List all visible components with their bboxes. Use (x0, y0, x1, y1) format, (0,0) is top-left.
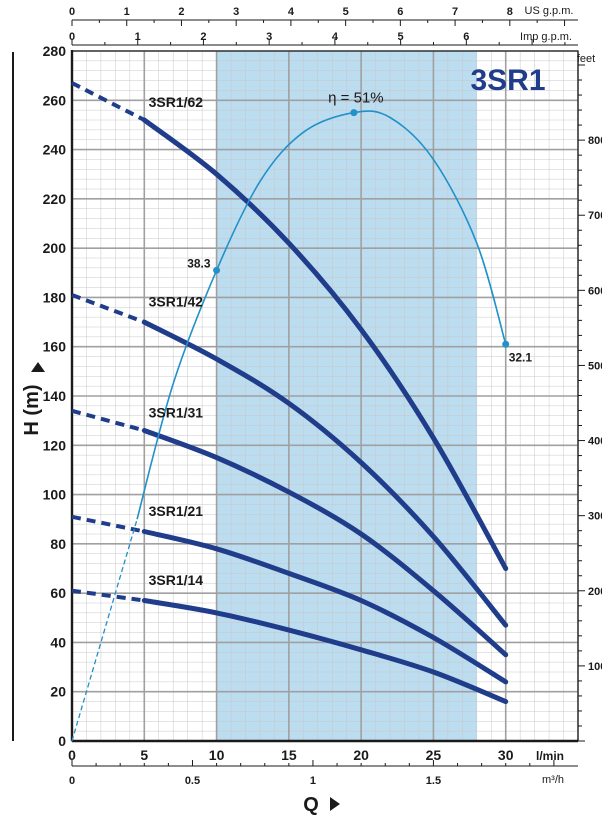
x-tick-label: 30 (498, 747, 514, 763)
feet-tick-label: 700 (588, 210, 602, 222)
m3h-unit-label: m³/h (542, 774, 564, 786)
us-gpm-tick-label: 3 (233, 6, 239, 18)
imp-gpm-tick-label: 4 (332, 31, 339, 43)
x-axis-title: Q (303, 794, 319, 816)
efficiency-layer (71, 109, 510, 742)
grid-layer (71, 50, 579, 742)
y-axis-title: H (m) (21, 384, 43, 435)
y-tick-label: 260 (43, 92, 67, 108)
feet-tick-label: 100 (588, 661, 602, 673)
y-tick-label: 140 (43, 388, 67, 404)
axes-layer: 0204060801001201401601802002202402602800… (12, 5, 602, 816)
x-tick-label: 5 (140, 747, 148, 763)
efficiency-marker-label: 38.3 (187, 256, 211, 270)
feet-tick-label: 600 (588, 285, 602, 297)
imp-gpm-tick-label: 2 (200, 31, 206, 43)
us-gpm-tick-label: 1 (124, 6, 130, 18)
imp-gpm-tick-label: 1 (135, 31, 141, 43)
y-tick-label: 220 (43, 191, 67, 207)
us-gpm-tick-label: 8 (507, 6, 513, 18)
imp-gpm-tick-label: 3 (266, 31, 272, 43)
feet-tick-label: 800 (588, 135, 602, 147)
x-axis-arrow-icon (330, 797, 340, 811)
y-tick-label: 40 (50, 634, 66, 650)
curve-label-3sr1-31: 3SR1/31 (149, 405, 204, 421)
imp-gpm-tick-label: 5 (398, 31, 404, 43)
us-gpm-unit-label: US g.p.m. (525, 5, 574, 17)
x-tick-label: 15 (281, 747, 297, 763)
y-tick-label: 80 (50, 536, 66, 552)
y-tick-label: 120 (43, 437, 67, 453)
curve-3sr1-42 (141, 319, 509, 628)
efficiency-peak-label: η = 51% (328, 90, 383, 107)
efficiency-marker (502, 340, 510, 348)
feet-unit-label: feet (577, 53, 595, 65)
curve-3sr1-62 (141, 117, 509, 571)
y-tick-label: 60 (50, 585, 66, 601)
feet-tick-label: 500 (588, 360, 602, 372)
curve-label-3sr1-42: 3SR1/42 (149, 294, 204, 310)
feet-tick-label: 300 (588, 511, 602, 523)
m3h-tick-label: 1 (310, 775, 316, 787)
y-tick-label: 200 (43, 240, 67, 256)
curve-label-3sr1-21: 3SR1/21 (149, 503, 204, 519)
curve-3sr1-42-extrapolated (71, 293, 145, 324)
curve-3sr1-14 (141, 598, 509, 705)
curve-3sr1-21-extrapolated (71, 514, 145, 534)
curve-3sr1-62-extrapolated (71, 81, 146, 122)
us-gpm-tick-label: 0 (69, 6, 75, 18)
y-tick-label: 240 (43, 142, 67, 158)
feet-tick-label: 400 (588, 436, 602, 448)
imp-gpm-tick-label: 0 (69, 31, 75, 43)
y-tick-label: 0 (58, 733, 66, 749)
curve-3sr1-31 (141, 428, 509, 658)
y-axis-arrow-icon (31, 362, 45, 372)
efficiency-curve (136, 110, 507, 520)
curves-layer (71, 81, 509, 705)
y-tick-label: 100 (43, 487, 67, 503)
curve-3sr1-14-extrapolated (71, 588, 145, 603)
efficiency-marker (350, 109, 358, 117)
m3h-tick-label: 1.5 (426, 775, 441, 787)
labels-layer: 3SR1/62 3SR1/42 3SR1/31 3SR1/21 3SR1/14 38.3 3… (149, 64, 546, 588)
y-tick-label: 280 (43, 43, 67, 59)
x-tick-label: 0 (68, 747, 76, 763)
efficiency-marker-label: 32.1 (509, 350, 533, 364)
imp-gpm-unit-label: Imp g.p.m. (520, 31, 572, 43)
us-gpm-tick-label: 5 (343, 6, 349, 18)
x-tick-label: 25 (426, 747, 442, 763)
x-tick-label: 10 (209, 747, 225, 763)
us-gpm-tick-label: 4 (288, 6, 295, 18)
curve-label-3sr1-62: 3SR1/62 (149, 94, 204, 110)
us-gpm-tick-label: 7 (452, 6, 458, 18)
y-tick-label: 20 (50, 684, 66, 700)
m3h-tick-label: 0 (69, 775, 75, 787)
m3h-tick-label: 0.5 (185, 775, 200, 787)
x-tick-label: 20 (353, 747, 369, 763)
efficiency-marker (213, 266, 221, 274)
y-tick-label: 160 (43, 339, 67, 355)
efficiency-curve-extrapolated (71, 519, 138, 742)
curve-label-3sr1-14: 3SR1/14 (149, 572, 204, 588)
us-gpm-tick-label: 2 (178, 6, 184, 18)
feet-tick-label: 200 (588, 586, 602, 598)
imp-gpm-tick-label: 6 (463, 31, 469, 43)
y-tick-label: 180 (43, 289, 67, 305)
curve-3sr1-21 (141, 529, 509, 685)
us-gpm-tick-label: 6 (397, 6, 403, 18)
x-unit-label: l/min (536, 749, 564, 763)
chart-title: 3SR1 (470, 64, 545, 97)
curve-3sr1-31-extrapolated (71, 408, 145, 433)
